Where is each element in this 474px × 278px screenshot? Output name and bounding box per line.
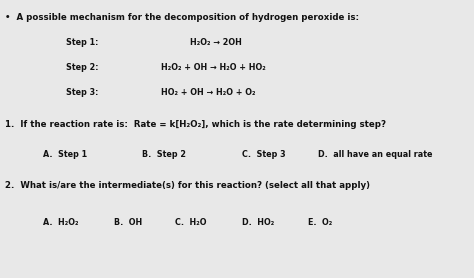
Text: 2.  What is/are the intermediate(s) for this reaction? (select all that apply): 2. What is/are the intermediate(s) for t… bbox=[5, 181, 370, 190]
Text: •  A possible mechanism for the decomposition of hydrogen peroxide is:: • A possible mechanism for the decomposi… bbox=[5, 13, 359, 21]
Text: Step 3:: Step 3: bbox=[66, 88, 99, 96]
Text: Step 2:: Step 2: bbox=[66, 63, 99, 71]
Text: HO₂ + OH → H₂O + O₂: HO₂ + OH → H₂O + O₂ bbox=[161, 88, 255, 96]
Text: B.  OH: B. OH bbox=[114, 218, 142, 227]
Text: D.  HO₂: D. HO₂ bbox=[242, 218, 274, 227]
Text: 1.  If the reaction rate is:  Rate = k[H₂O₂], which is the rate determining step: 1. If the reaction rate is: Rate = k[H₂O… bbox=[5, 120, 386, 128]
Text: Step 1:: Step 1: bbox=[66, 38, 99, 46]
Text: H₂O₂ → 2OH: H₂O₂ → 2OH bbox=[190, 38, 241, 46]
Text: C.  H₂O: C. H₂O bbox=[175, 218, 207, 227]
Text: B.  Step 2: B. Step 2 bbox=[142, 150, 186, 159]
Text: A.  Step 1: A. Step 1 bbox=[43, 150, 87, 159]
Text: A.  H₂O₂: A. H₂O₂ bbox=[43, 218, 78, 227]
Text: C.  Step 3: C. Step 3 bbox=[242, 150, 285, 159]
Text: H₂O₂ + OH → H₂O + HO₂: H₂O₂ + OH → H₂O + HO₂ bbox=[161, 63, 266, 71]
Text: E.  O₂: E. O₂ bbox=[308, 218, 332, 227]
Text: D.  all have an equal rate: D. all have an equal rate bbox=[318, 150, 432, 159]
